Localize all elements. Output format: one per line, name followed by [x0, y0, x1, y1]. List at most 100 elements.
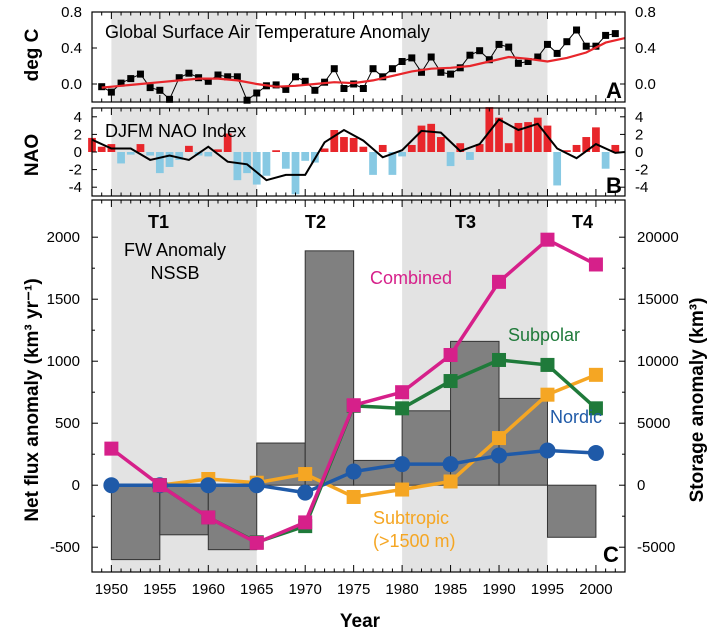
nao-bar — [533, 117, 542, 152]
nordic-point — [200, 477, 217, 494]
nao-bar — [504, 143, 513, 152]
nao-bar — [330, 130, 339, 152]
temp-point — [214, 71, 222, 79]
nordic-point — [394, 456, 411, 473]
nao-smoothed-line — [91, 118, 626, 182]
panel-b-nao — [88, 107, 626, 195]
b-ytick-label-left: 0 — [74, 144, 82, 161]
temp-point — [427, 53, 435, 61]
subpolar-point — [443, 374, 458, 389]
a-ytick-label-right: 0.8 — [635, 4, 656, 21]
temp-point — [359, 85, 367, 92]
c-ytick-label-left: 0 — [72, 477, 80, 494]
b-ytick-label-left: -4 — [69, 179, 82, 196]
nao-bar — [214, 149, 222, 152]
subpolar-point — [492, 352, 507, 367]
temp-point — [447, 70, 455, 78]
nao-bar — [204, 152, 213, 157]
nao-bar — [117, 152, 125, 164]
nao-bar — [155, 152, 164, 174]
a-ytick-label-right: 0.0 — [635, 76, 656, 93]
c-ytick-label-left: 1000 — [47, 353, 80, 370]
temp-point — [175, 74, 183, 82]
c-ytick-label-right: 15000 — [637, 291, 679, 308]
temp-point — [146, 84, 154, 92]
panel-a-title: Global Surface Air Temperature Anomaly — [105, 22, 430, 42]
nao-bar — [446, 152, 455, 167]
c-ytick-label-left: 1500 — [47, 291, 80, 308]
period-label-t3: T3 — [455, 212, 476, 232]
temp-point — [185, 69, 193, 77]
panel-c-letter: C — [603, 542, 619, 567]
temp-point — [224, 73, 232, 81]
nao-bar — [320, 148, 329, 152]
b-ytick-label-right: 0 — [635, 144, 643, 161]
nordic-point — [248, 477, 265, 494]
temp-point — [253, 89, 261, 97]
nordic-point — [539, 442, 556, 459]
x-tick-label: 1985 — [434, 581, 467, 598]
nao-bar — [146, 152, 155, 156]
series-label-subpolar: Subpolar — [508, 325, 580, 345]
subtropic-point — [395, 482, 410, 497]
nao-bar — [601, 152, 610, 169]
panel-b-ylabel: NAO — [22, 134, 43, 176]
nao-bar — [398, 152, 406, 157]
nao-bar — [291, 152, 300, 195]
nao-bar — [466, 152, 474, 160]
temp-point — [437, 68, 445, 76]
period-label-t2: T2 — [305, 212, 326, 232]
b-ytick-label-right: -2 — [635, 162, 648, 179]
fw-anomaly-bar — [498, 397, 548, 486]
nao-bar — [514, 122, 523, 152]
temp-point — [553, 49, 561, 57]
axes-frames: 0.0 0.00.4 0.40.8 0.8-4 -4-2 -20 02 24 4-5000500… — [47, 4, 679, 598]
nao-bar — [165, 152, 174, 167]
panel-c-ylabel-right: Storage anomaly (km³) — [687, 298, 708, 503]
temp-point — [602, 31, 610, 39]
temp-point — [398, 58, 406, 65]
subtropic-point — [540, 387, 555, 402]
b-ytick-label-left: 4 — [74, 109, 82, 126]
fw-anomaly-bar — [546, 484, 597, 538]
c-ytick-label-left: -500 — [50, 539, 80, 556]
temp-point — [524, 58, 532, 65]
nao-bar — [349, 137, 358, 152]
x-tick-label: 1975 — [337, 581, 370, 598]
temp-point — [379, 73, 387, 81]
subtropic-line — [159, 373, 597, 499]
fw-anomaly-bar — [304, 250, 355, 486]
combined-point — [492, 274, 507, 289]
temp-point — [408, 54, 416, 62]
panel-c-freshwater — [103, 232, 604, 561]
nao-bar — [223, 133, 232, 152]
subpolar-point — [540, 357, 555, 372]
period-label-t4: T4 — [572, 212, 593, 232]
b-ytick-label-left: 2 — [74, 126, 82, 143]
fw-anomaly-label: FW Anomaly — [124, 240, 226, 260]
nao-bar — [553, 152, 562, 186]
temp-point — [330, 65, 338, 73]
temp-point — [505, 43, 513, 51]
combined-point — [298, 515, 313, 530]
c-ytick-label-right: 20000 — [637, 229, 679, 246]
x-axis-label: Year — [340, 611, 381, 632]
nao-bar — [417, 125, 426, 152]
combined-point — [395, 385, 410, 400]
subtropic-point — [443, 474, 458, 489]
nao-bar — [126, 152, 135, 155]
series-label-nordic: Nordic — [550, 407, 602, 427]
fw-anomaly-bar — [159, 484, 209, 536]
temp-point — [311, 86, 319, 94]
nao-bar — [281, 152, 290, 169]
temp-point — [301, 77, 309, 85]
series-label-subtropic-depth: (>1500 m) — [373, 531, 456, 551]
nordic-point — [587, 444, 604, 461]
panel-c-frame — [91, 199, 626, 573]
nao-bar — [175, 152, 184, 160]
nao-bar — [456, 143, 465, 152]
subtropic-point — [298, 467, 313, 482]
temp-point — [117, 79, 125, 87]
nao-bar — [436, 137, 445, 152]
